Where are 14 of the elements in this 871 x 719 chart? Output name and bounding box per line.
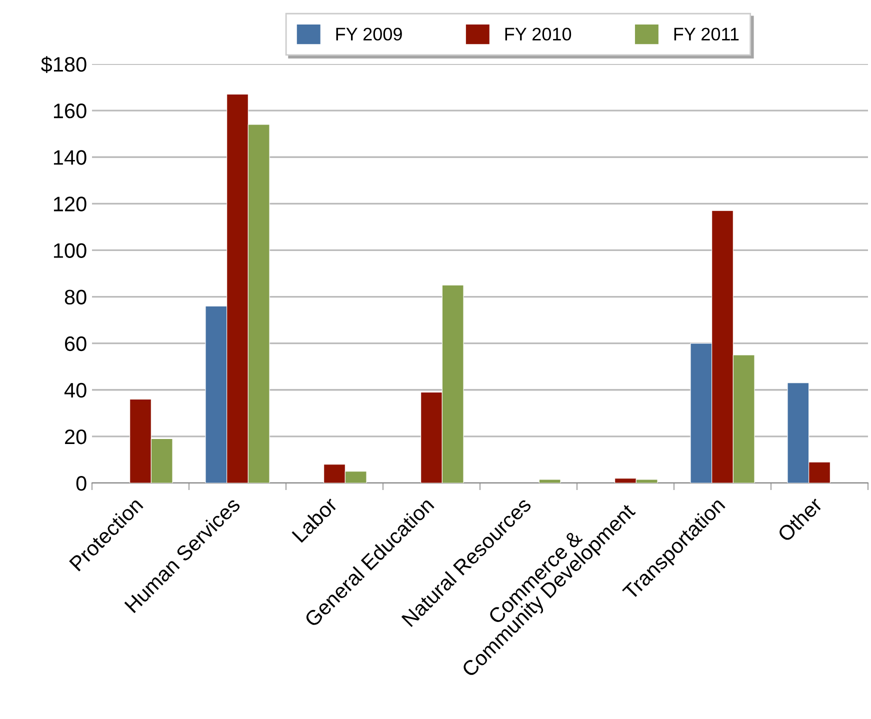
legend-label: FY 2011 <box>674 28 739 41</box>
y-tick-label: 20 <box>65 429 86 444</box>
y-tick-label: 100 <box>54 243 86 258</box>
legend-label: FY 2009 <box>336 28 402 41</box>
legend-label: FY 2010 <box>505 28 572 41</box>
bar <box>538 479 561 483</box>
y-tick-label: 60 <box>65 336 86 352</box>
y-tick-label: 0 <box>76 476 86 491</box>
y-tick-label: $180 <box>41 56 86 73</box>
y-tick-label: 120 <box>54 196 86 212</box>
y-tick-label: 140 <box>54 150 86 165</box>
y-tick-label: 160 <box>54 104 86 118</box>
y-tick-label: 80 <box>64 290 86 305</box>
y-tick-label: 40 <box>64 382 86 398</box>
